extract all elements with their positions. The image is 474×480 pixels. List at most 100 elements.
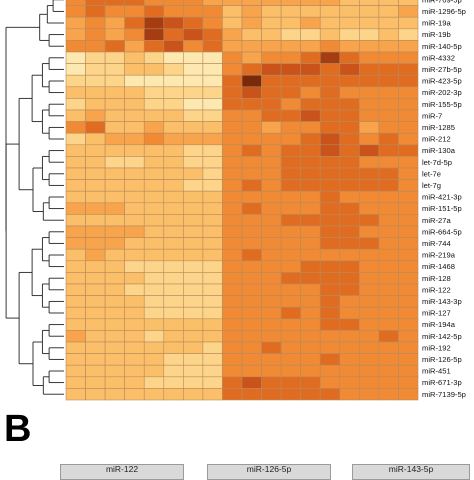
heatmap-cell xyxy=(163,109,184,122)
heatmap-cell xyxy=(65,16,86,30)
heatmap-cell xyxy=(163,98,184,111)
heatmap-cell xyxy=(222,98,243,111)
heatmap-cell xyxy=(359,5,380,18)
heatmap-cell xyxy=(261,167,282,180)
heatmap-cell xyxy=(183,364,204,378)
heatmap-cell xyxy=(202,179,223,192)
heatmap-cell xyxy=(202,121,223,134)
heatmap-cell xyxy=(280,330,301,343)
heatmap-cell xyxy=(261,86,282,99)
heatmap-cell xyxy=(378,295,399,308)
heatmap-cell xyxy=(300,5,321,18)
heatmap-cell xyxy=(319,167,341,180)
heatmap-cell xyxy=(104,5,125,18)
heatmap-cell xyxy=(104,144,125,157)
heatmap-cell xyxy=(359,144,380,157)
heatmap-cell xyxy=(378,109,399,122)
heatmap-cell xyxy=(378,121,399,134)
heatmap-cell xyxy=(163,132,184,146)
heatmap-cell xyxy=(319,388,341,401)
heatmap-cell xyxy=(300,98,321,111)
heatmap-cell xyxy=(280,376,301,389)
heatmap-cell xyxy=(85,260,106,273)
heatmap-cell xyxy=(398,364,419,378)
heatmap-cell xyxy=(202,167,223,180)
heatmap-cell xyxy=(378,86,399,99)
heatmap-cell xyxy=(183,144,204,157)
heatmap-cell xyxy=(359,318,380,331)
heatmap-cell xyxy=(280,5,301,18)
heatmap-cell xyxy=(163,5,184,18)
heatmap-cell xyxy=(202,109,223,122)
heatmap-cell xyxy=(183,5,204,18)
heatmap-cell xyxy=(85,167,106,180)
heatmap-cell xyxy=(300,28,321,41)
heatmap-cell xyxy=(319,0,341,6)
heatmap-cell xyxy=(163,388,184,401)
heatmap-cell xyxy=(319,121,341,134)
heatmap-cell xyxy=(280,63,301,76)
heatmap-cell xyxy=(222,156,243,169)
heatmap-cell xyxy=(163,167,184,180)
heatmap-cell xyxy=(319,86,341,99)
heatmap-cell xyxy=(183,318,204,331)
heatmap-cell xyxy=(65,156,86,169)
row-label: miR-1296-5p xyxy=(422,7,466,16)
row-label: miR-423-5p xyxy=(422,77,462,86)
heatmap-cell xyxy=(183,86,204,99)
heatmap-cell xyxy=(124,272,145,285)
heatmap-cell xyxy=(300,156,321,169)
heatmap-cell xyxy=(65,214,86,227)
row-label: miR-142-5p xyxy=(422,332,462,341)
heatmap-cell xyxy=(85,295,106,308)
row-label: miR-27a xyxy=(422,216,451,225)
heatmap-cell xyxy=(359,330,380,343)
heatmap-cell xyxy=(359,190,380,204)
heatmap-cell xyxy=(222,132,243,146)
heatmap-cell xyxy=(378,248,399,262)
heatmap-cell xyxy=(163,86,184,99)
row-label: miR-155-5p xyxy=(422,100,462,109)
heatmap-cell xyxy=(378,283,399,296)
heatmap-grid xyxy=(65,0,419,401)
heatmap-cell xyxy=(85,202,106,215)
heatmap-cell xyxy=(85,179,106,192)
heatmap-cell xyxy=(183,237,204,250)
heatmap-cell xyxy=(280,98,301,111)
heatmap-cell xyxy=(339,16,360,30)
heatmap-cell xyxy=(104,237,125,250)
heatmap-cell xyxy=(222,353,243,366)
heatmap-cell xyxy=(183,202,204,215)
row-label: miR-219a xyxy=(422,251,456,260)
heatmap-cell xyxy=(378,51,399,64)
heatmap-cell xyxy=(359,0,380,6)
heatmap-cell xyxy=(398,144,419,157)
heatmap-cell xyxy=(124,283,145,296)
heatmap-cell xyxy=(378,272,399,285)
heatmap-cell xyxy=(183,376,204,389)
heatmap-cell xyxy=(163,0,184,6)
heatmap-cell xyxy=(85,132,106,146)
heatmap-cell xyxy=(241,5,262,18)
heatmap-cell xyxy=(183,272,204,285)
heatmap-cell xyxy=(319,306,341,320)
heatmap-cell xyxy=(104,388,125,401)
heatmap-cell xyxy=(378,364,399,378)
heatmap-cell xyxy=(300,318,321,331)
heatmap-cell xyxy=(124,202,145,215)
heatmap-cell xyxy=(300,388,321,401)
heatmap-cell xyxy=(319,98,341,111)
heatmap-cell xyxy=(359,388,380,401)
heatmap-cell xyxy=(85,283,106,296)
heatmap-cell xyxy=(378,28,399,41)
heatmap-cell xyxy=(300,237,321,250)
heatmap-cell xyxy=(143,260,165,273)
heatmap-cell xyxy=(319,330,341,343)
heatmap-cell xyxy=(280,74,301,88)
row-label: miR-130a xyxy=(422,146,456,155)
heatmap-cell xyxy=(241,167,262,180)
heatmap-cell xyxy=(143,353,165,366)
heatmap-cell xyxy=(300,376,321,389)
heatmap-cell xyxy=(378,98,399,111)
